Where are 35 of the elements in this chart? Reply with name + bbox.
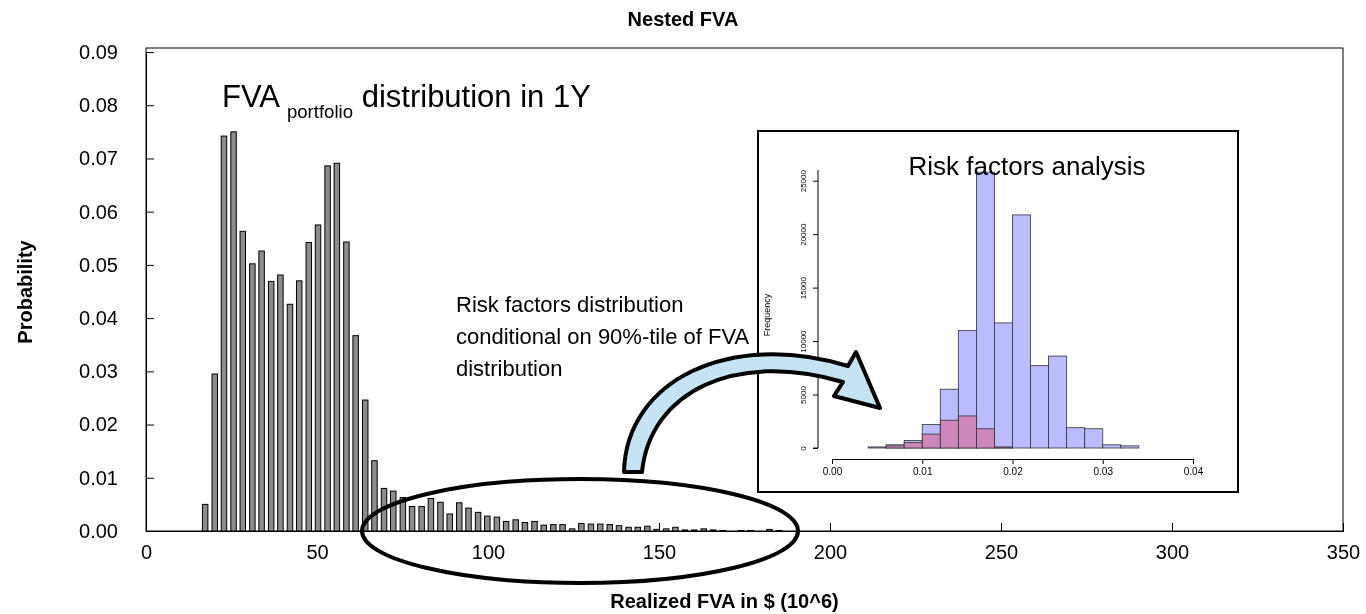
- y-tick-label: 0.00: [79, 519, 118, 542]
- x-tick-label: 0.00: [822, 466, 843, 478]
- x-tick-label: 350: [1326, 541, 1361, 564]
- y-tick-label: 5000: [799, 385, 808, 404]
- x-tick-label: 0.02: [1003, 466, 1024, 478]
- y-tick-label: 0.09: [79, 40, 118, 63]
- x-axis-title: Realized FVA in $ (10^6): [610, 590, 839, 612]
- x-tick-label: 150: [642, 541, 677, 564]
- x-tick-label: 50: [306, 541, 329, 564]
- y-tick-label: 0.08: [79, 94, 118, 117]
- y-tick-label: 0.05: [79, 253, 118, 276]
- chart-title: Risk factors analysis: [908, 151, 1146, 181]
- x-tick-label: 0.04: [1183, 466, 1204, 478]
- y-tick-label: 15000: [799, 276, 808, 300]
- y-tick-label: 0.07: [79, 147, 118, 170]
- y-tick-label: 0: [799, 445, 808, 451]
- x-tick-label: 250: [984, 541, 1019, 564]
- y-tick-label: 10000: [799, 329, 808, 353]
- y-tick-label: 0.02: [79, 413, 118, 436]
- x-tick-label: 300: [1155, 541, 1190, 564]
- x-tick-label: 200: [813, 541, 848, 564]
- y-tick-label: 0.06: [79, 200, 118, 223]
- y-axis-title: Probability: [14, 239, 36, 344]
- x-tick-label: 0.01: [913, 466, 933, 478]
- x-tick-label: 0.03: [1093, 466, 1114, 478]
- chart-title: Nested FVA: [627, 8, 739, 30]
- y-tick-label: 25000: [799, 169, 808, 193]
- x-tick-label: 100: [471, 541, 506, 564]
- y-axis-title: Frequency: [762, 293, 772, 337]
- annotation: FVA $_{portfolio}$ distribution in 1Y: [222, 79, 591, 122]
- y-tick-label: 0.03: [79, 360, 118, 383]
- x-tick-label: 0: [140, 541, 153, 564]
- y-tick-label: 0.04: [79, 307, 118, 330]
- annotation: Risk factors distribution conditional on 90%-tile of FVA distribution: [456, 292, 750, 381]
- y-tick-label: 20000: [799, 222, 808, 246]
